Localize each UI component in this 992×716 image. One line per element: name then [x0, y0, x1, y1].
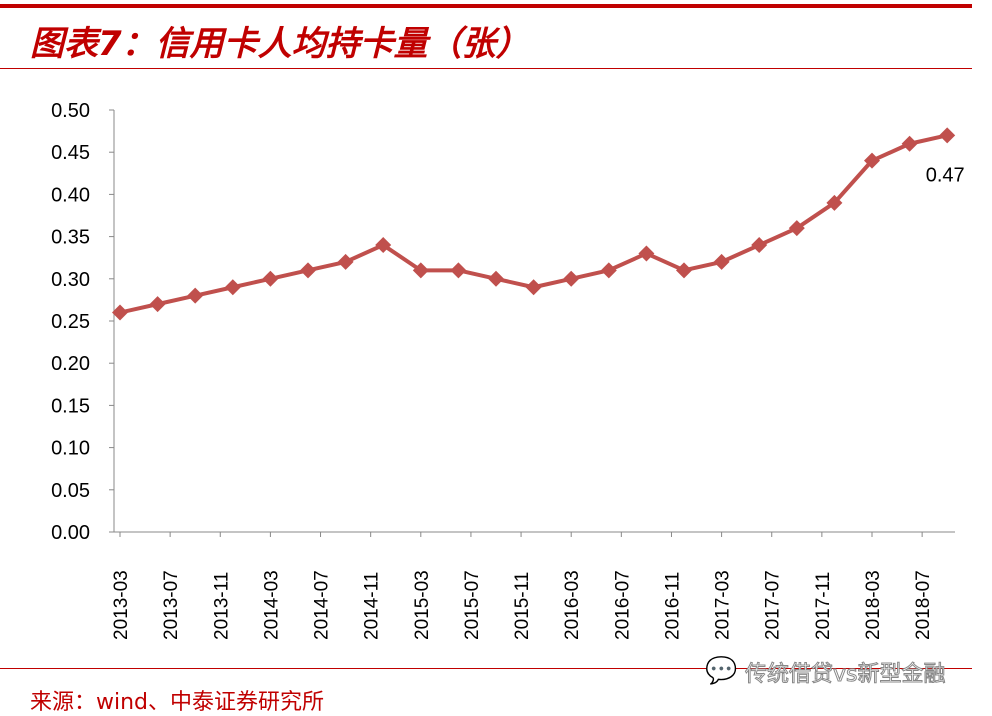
data-point-undefined — [826, 194, 843, 211]
data-point-undefined — [563, 270, 580, 287]
data-point-undefined — [149, 296, 166, 313]
x-tick-label: 2016-03 — [562, 570, 583, 640]
data-point-undefined — [450, 262, 467, 279]
data-point-undefined — [638, 245, 655, 262]
x-tick-label: 2013-11 — [211, 572, 232, 640]
data-point-undefined — [751, 237, 768, 254]
x-tick-label: 2018-03 — [863, 570, 884, 640]
top-bar — [0, 4, 972, 8]
data-point-undefined — [262, 270, 279, 287]
x-tick-label: 2016-11 — [662, 572, 683, 640]
data-point-undefined — [788, 220, 805, 237]
y-tick-label: 0.50 — [51, 100, 90, 122]
data-point-undefined — [713, 253, 730, 270]
wechat-icon: 💬 — [705, 655, 738, 685]
source-note: 来源：wind、中泰证券研究所 — [30, 690, 325, 715]
y-tick-label: 0.15 — [51, 395, 90, 417]
y-tick-label: 0.00 — [51, 522, 90, 544]
data-point-undefined — [337, 253, 354, 270]
data-point-undefined — [864, 152, 880, 169]
x-tick-label: 2015-07 — [462, 570, 483, 640]
x-tick-label: 2013-07 — [161, 570, 182, 640]
x-tick-label: 2014-11 — [362, 572, 383, 640]
y-tick-label: 0.20 — [51, 353, 90, 375]
x-tick-label: 2017-11 — [813, 572, 834, 640]
y-tick-label: 0.25 — [51, 311, 90, 333]
data-point-undefined — [112, 304, 128, 321]
x-tick-label: 2015-03 — [412, 570, 433, 640]
data-point-undefined — [187, 287, 204, 304]
data-point-undefined — [676, 262, 692, 279]
data-label: 0.47 — [926, 164, 965, 186]
divider — [0, 668, 972, 669]
x-tick-label: 2016-07 — [612, 570, 633, 640]
data-point-undefined — [901, 135, 918, 152]
x-tick-label: 2017-07 — [763, 570, 784, 640]
x-tick-label: 2014-03 — [261, 570, 282, 640]
data-point-undefined — [600, 262, 617, 279]
y-tick-label: 0.35 — [51, 227, 90, 249]
y-tick-label: 0.45 — [51, 142, 90, 164]
data-point-undefined — [412, 262, 429, 279]
data-point-undefined — [375, 237, 392, 254]
x-tick-label: 2014-07 — [312, 570, 333, 640]
watermark: 传统借贷vs新型金融 — [744, 662, 946, 688]
y-tick-label: 0.10 — [51, 438, 90, 460]
y-tick-label: 0.05 — [51, 480, 90, 502]
y-tick-label: 0.30 — [51, 269, 90, 291]
y-tick-label: 0.40 — [51, 184, 90, 206]
x-tick-label: 2015-11 — [512, 572, 533, 640]
divider — [0, 68, 972, 69]
data-point-undefined — [300, 262, 316, 279]
x-tick-label: 2013-03 — [111, 570, 132, 640]
data-point-undefined — [224, 279, 241, 296]
x-tick-label: 2017-03 — [713, 570, 734, 640]
data-point-undefined — [939, 127, 956, 144]
data-point-undefined — [488, 270, 504, 287]
data-point-undefined — [525, 279, 542, 296]
x-tick-label: 2018-07 — [913, 570, 934, 640]
page-title: 图表7：信用卡人均持卡量（张） — [30, 24, 530, 64]
